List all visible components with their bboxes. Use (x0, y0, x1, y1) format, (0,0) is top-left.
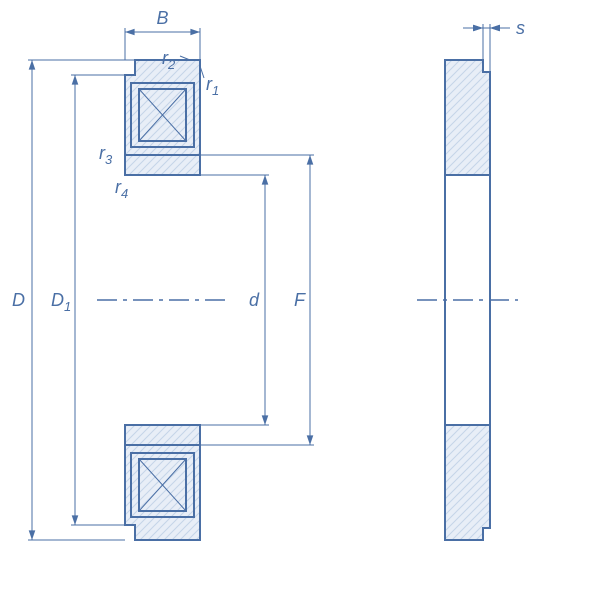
svg-text:r4: r4 (115, 177, 128, 201)
svg-text:d: d (249, 290, 260, 310)
bearing-cross-section-diagram: DD1dFBsr1r2r3r4 (0, 0, 600, 600)
svg-text:r3: r3 (99, 143, 113, 167)
svg-text:F: F (294, 290, 306, 310)
svg-text:s: s (516, 18, 525, 38)
svg-text:D: D (12, 290, 25, 310)
svg-text:r1: r1 (206, 74, 219, 98)
svg-text:B: B (157, 8, 169, 28)
svg-text:D1: D1 (51, 290, 71, 314)
